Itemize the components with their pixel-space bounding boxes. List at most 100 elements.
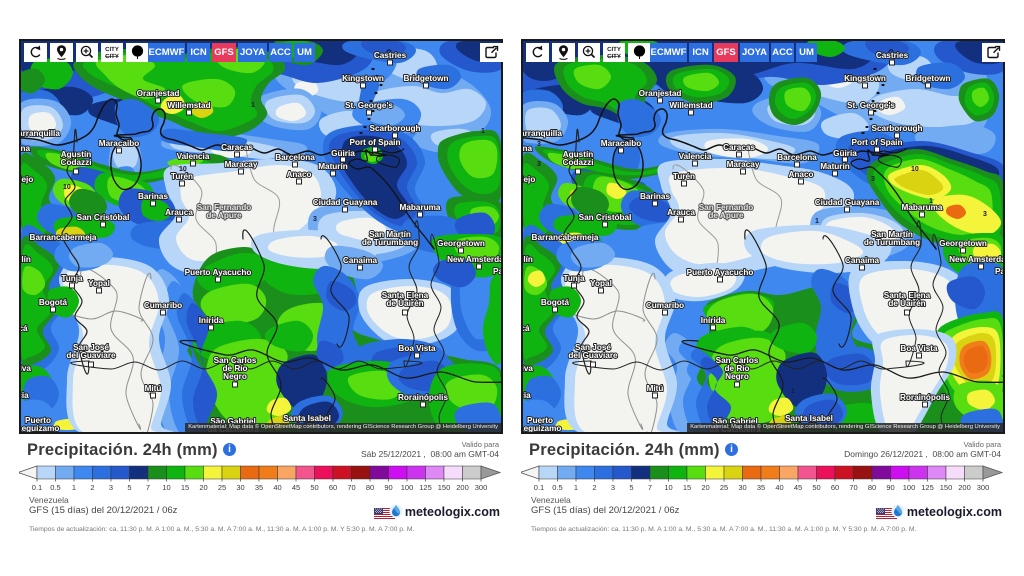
svg-text:Canaima: Canaima	[845, 256, 880, 265]
svg-text:Maturín: Maturín	[318, 162, 348, 171]
svg-text:Kingstown: Kingstown	[844, 74, 886, 83]
svg-text:70: 70	[849, 483, 857, 492]
svg-text:1: 1	[574, 483, 578, 492]
svg-text:10: 10	[664, 483, 672, 492]
svg-text:San José: San José	[575, 343, 611, 352]
svg-text:Port of Spain: Port of Spain	[350, 138, 401, 147]
svg-text:Codazzi: Codazzi	[61, 158, 92, 167]
svg-text:3: 3	[537, 141, 541, 148]
svg-text:Georgetown: Georgetown	[437, 239, 485, 248]
svg-text:cia: cia	[21, 391, 29, 400]
svg-text:St. George's: St. George's	[345, 101, 393, 110]
svg-text:cá: cá	[523, 324, 530, 333]
svg-text:3: 3	[983, 211, 987, 218]
svg-text:10: 10	[63, 184, 71, 191]
svg-text:Bogotá: Bogotá	[39, 298, 68, 307]
svg-text:Arauca: Arauca	[165, 208, 193, 217]
svg-text:Boa Vista: Boa Vista	[900, 344, 938, 353]
svg-text:25: 25	[218, 483, 226, 492]
svg-text:San Cristóbal: San Cristóbal	[579, 213, 632, 222]
svg-text:30: 30	[738, 483, 746, 492]
svg-text:80: 80	[366, 483, 374, 492]
svg-text:Güiria: Güiria	[833, 149, 857, 158]
svg-text:São Gabriel: São Gabriel	[210, 417, 256, 426]
svg-text:Santa Elena: Santa Elena	[884, 291, 931, 300]
svg-text:Maracaibo: Maracaibo	[99, 139, 140, 148]
svg-text:1: 1	[791, 388, 795, 395]
svg-text:50: 50	[812, 483, 820, 492]
svg-text:125: 125	[921, 483, 934, 492]
svg-text:Kingstown: Kingstown	[342, 74, 384, 83]
svg-text:Barinas: Barinas	[640, 192, 670, 201]
svg-text:Pa: Pa	[493, 267, 501, 276]
svg-text:Maracay: Maracay	[727, 160, 760, 169]
svg-text:de Río: de Río	[724, 364, 749, 373]
svg-text:Castries: Castries	[876, 51, 909, 60]
svg-text:cá: cá	[21, 324, 28, 333]
svg-text:Port of Spain: Port of Spain	[852, 138, 903, 147]
svg-text:del Guaviare: del Guaviare	[568, 351, 618, 360]
svg-text:100: 100	[903, 483, 916, 492]
svg-text:15: 15	[683, 483, 691, 492]
svg-text:Anaco: Anaco	[788, 170, 813, 179]
svg-text:20: 20	[199, 483, 207, 492]
svg-text:Anaco: Anaco	[286, 170, 311, 179]
svg-text:Negro: Negro	[725, 372, 749, 381]
svg-text:2: 2	[592, 483, 596, 492]
svg-text:Oranjestad: Oranjestad	[137, 89, 180, 98]
svg-text:150: 150	[438, 483, 451, 492]
svg-text:Scarborough: Scarborough	[370, 124, 421, 133]
svg-text:1: 1	[481, 128, 485, 135]
svg-text:Inírida: Inírida	[701, 316, 726, 325]
svg-text:0.5: 0.5	[552, 483, 562, 492]
svg-text:Barranquilla: Barranquilla	[523, 129, 562, 138]
svg-text:60: 60	[329, 483, 337, 492]
svg-text:Cumaribo: Cumaribo	[144, 301, 182, 310]
svg-text:CITY: CITY	[607, 46, 621, 53]
svg-text:del Guaviare: del Guaviare	[66, 351, 116, 360]
svg-text:Canaima: Canaima	[343, 256, 378, 265]
svg-text:Leguízamo: Leguízamo	[523, 424, 561, 432]
svg-text:45: 45	[794, 483, 802, 492]
svg-text:Yopal: Yopal	[590, 279, 612, 288]
svg-text:3: 3	[537, 161, 541, 168]
svg-text:3: 3	[313, 216, 317, 223]
svg-text:Inírida: Inírida	[199, 316, 224, 325]
svg-text:0.1: 0.1	[32, 483, 42, 492]
svg-text:0.5: 0.5	[50, 483, 60, 492]
svg-text:de Apure: de Apure	[708, 211, 744, 220]
svg-text:Scarborough: Scarborough	[872, 124, 923, 133]
svg-text:Mitú: Mitú	[647, 384, 664, 393]
svg-text:2: 2	[90, 483, 94, 492]
svg-text:de Turumbang: de Turumbang	[362, 238, 418, 247]
svg-text:San Carlos: San Carlos	[716, 356, 759, 365]
svg-text:10: 10	[162, 483, 170, 492]
svg-text:Barcelona: Barcelona	[777, 153, 817, 162]
svg-text:Barrancabermeja: Barrancabermeja	[532, 233, 599, 242]
svg-text:Barcelona: Barcelona	[275, 153, 315, 162]
svg-text:60: 60	[831, 483, 839, 492]
svg-text:San Fernando: San Fernando	[197, 203, 252, 212]
svg-text:Leguízamo: Leguízamo	[21, 424, 59, 432]
svg-text:15: 15	[181, 483, 189, 492]
svg-text:80: 80	[868, 483, 876, 492]
svg-text:San Carlos: San Carlos	[214, 356, 257, 365]
svg-text:CITY: CITY	[105, 46, 119, 53]
svg-text:Codazzi: Codazzi	[563, 158, 594, 167]
svg-text:Santa Isabel: Santa Isabel	[785, 414, 833, 423]
svg-text:Mitú: Mitú	[145, 384, 162, 393]
svg-text:25: 25	[720, 483, 728, 492]
svg-text:ena: ena	[21, 144, 31, 153]
svg-text:Bridgetown: Bridgetown	[905, 74, 950, 83]
svg-text:de Apure: de Apure	[206, 211, 242, 220]
svg-text:Barranquilla: Barranquilla	[21, 129, 60, 138]
svg-text:New Amsterdam: New Amsterdam	[447, 255, 501, 264]
svg-text:1: 1	[929, 198, 933, 205]
svg-text:45: 45	[292, 483, 300, 492]
svg-text:5: 5	[629, 483, 633, 492]
svg-text:Valencia: Valencia	[679, 152, 712, 161]
svg-text:Rorainópolis: Rorainópolis	[398, 393, 448, 402]
svg-text:300: 300	[475, 483, 488, 492]
svg-text:Boa Vista: Boa Vista	[398, 344, 436, 353]
svg-text:35: 35	[757, 483, 765, 492]
